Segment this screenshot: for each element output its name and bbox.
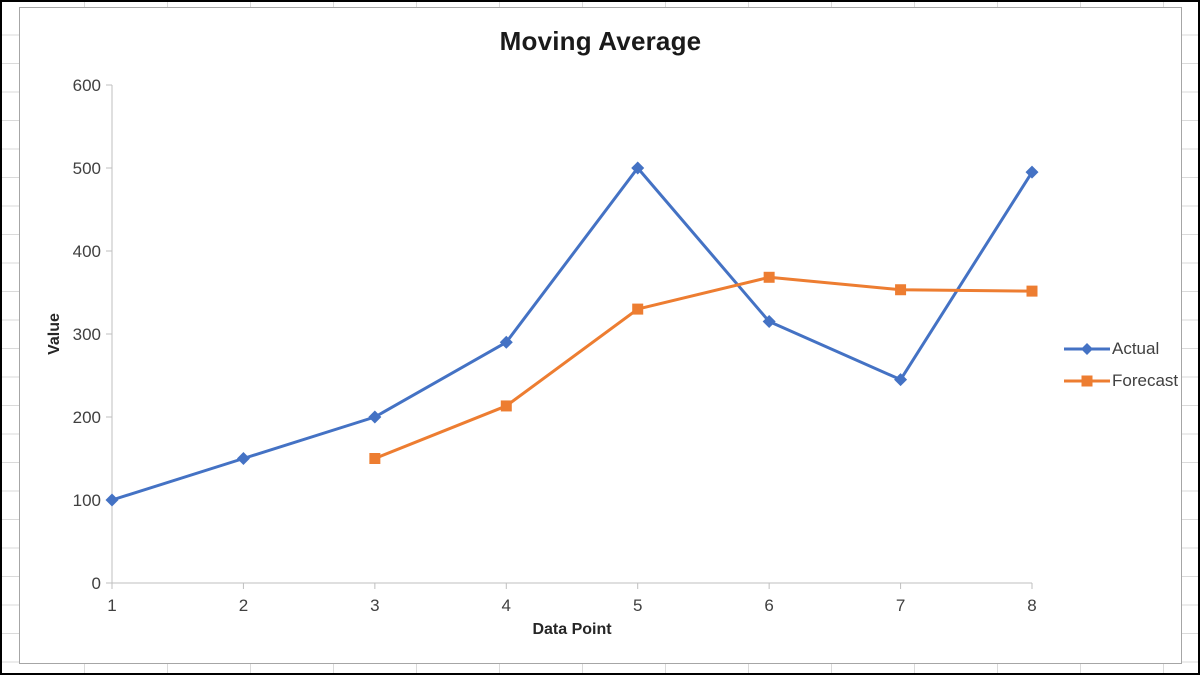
legend-square-swatch <box>1064 375 1110 387</box>
x-axis-title: Data Point <box>532 621 612 638</box>
series-line-actual <box>110 166 1034 502</box>
legend: Actual Forecast <box>1064 338 1178 392</box>
series-line-forecast <box>373 275 1034 460</box>
data-point-marker-forecast <box>632 303 644 315</box>
data-point-marker-actual <box>105 493 119 507</box>
y-tick-label: 600 <box>73 76 101 95</box>
data-point-marker-forecast <box>500 400 512 412</box>
data-point-marker-forecast <box>369 453 381 464</box>
data-point-marker-actual <box>631 161 645 175</box>
y-tick-label: 500 <box>73 159 101 178</box>
y-tick-label: 100 <box>73 491 101 510</box>
data-point-marker-actual <box>236 452 250 465</box>
legend-label: Actual <box>1112 339 1160 358</box>
x-tick-label: 6 <box>764 596 773 615</box>
x-tick-label: 2 <box>239 596 248 615</box>
y-tick-label: 200 <box>73 408 101 427</box>
x-tick-label: 1 <box>107 596 116 615</box>
data-point-marker-actual <box>894 373 908 387</box>
data-point-marker-forecast <box>1026 285 1038 297</box>
y-tick-label: 400 <box>73 242 101 261</box>
legend-item-actual[interactable]: Actual <box>1064 338 1178 360</box>
data-point-marker-actual <box>368 410 382 424</box>
plot-area: 0 100 200 300 400 500 600 1 2 3 4 5 6 7 8 <box>73 76 1039 615</box>
data-point-marker-actual <box>1025 165 1039 179</box>
data-point-marker-forecast <box>895 284 907 296</box>
data-point-marker-actual <box>499 335 513 349</box>
y-tick-label: 300 <box>73 325 101 344</box>
chart-title: Moving Average <box>499 26 702 56</box>
x-tick-label: 5 <box>633 596 642 615</box>
legend-label: Forecast <box>1112 371 1179 390</box>
data-point-marker-actual <box>762 315 776 329</box>
x-tick-label: 7 <box>896 596 905 615</box>
data-point-marker-forecast <box>763 271 775 283</box>
y-axis-title: Value <box>46 313 63 355</box>
y-tick-label: 0 <box>92 574 101 593</box>
legend-diamond-swatch <box>1064 343 1110 355</box>
legend-item-forecast[interactable]: Forecast <box>1064 370 1178 392</box>
chart-object[interactable]: Moving Average 0 100 200 300 400 500 600 1 2 3 4 5 6… <box>19 7 1182 664</box>
x-tick-label: 3 <box>370 596 379 615</box>
x-tick-label: 4 <box>502 596 511 615</box>
x-tick-label: 8 <box>1027 596 1036 615</box>
